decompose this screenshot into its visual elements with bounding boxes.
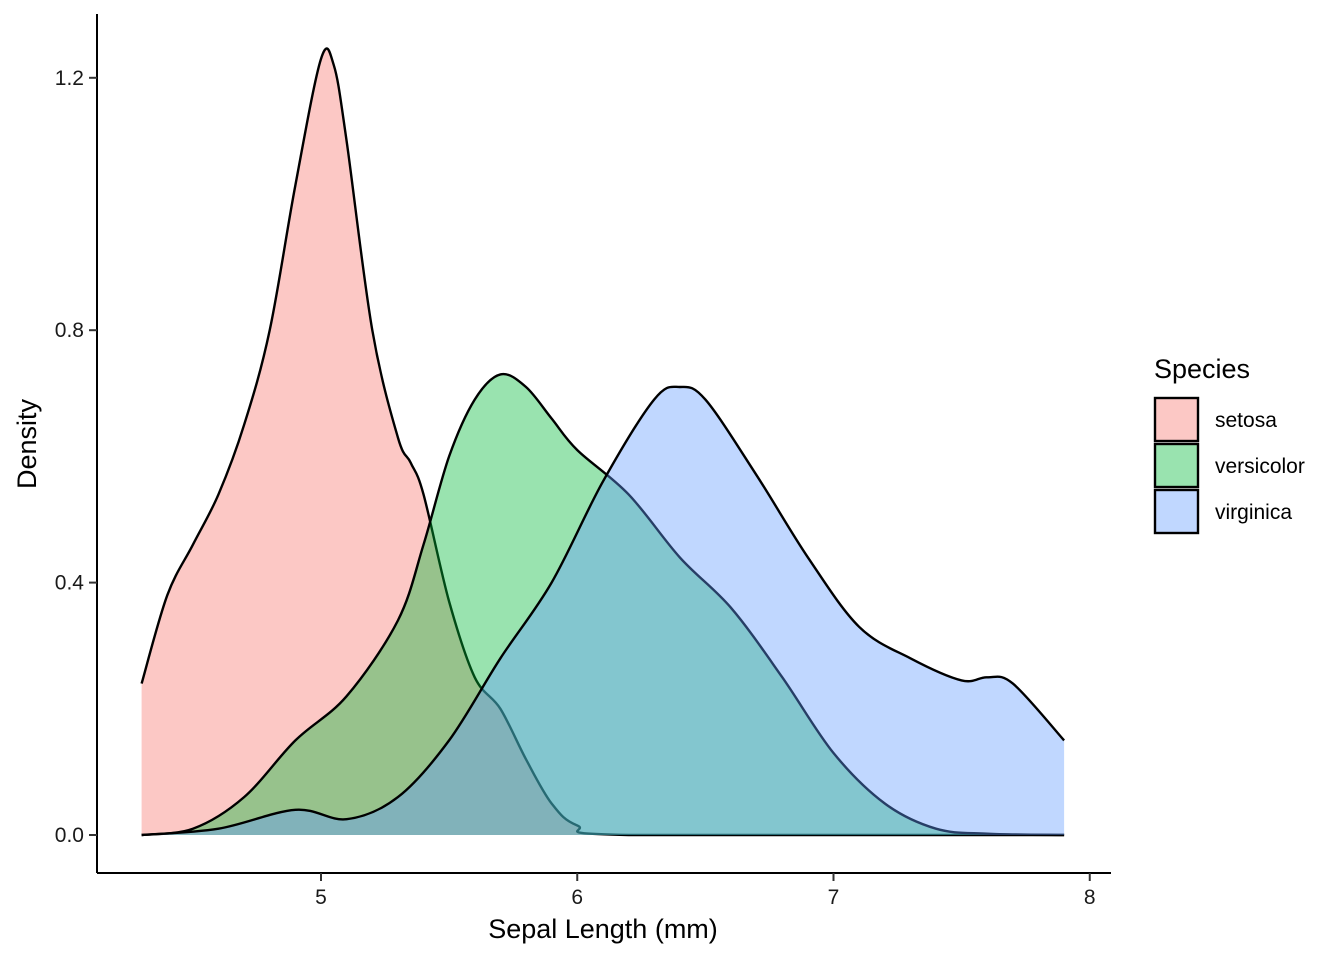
legend-title: Species	[1154, 354, 1250, 384]
y-tick-label: 0.8	[55, 319, 84, 342]
legend-key-base-setosa	[1155, 398, 1198, 441]
x-tick-label: 6	[571, 886, 583, 909]
y-axis-title: Density	[12, 398, 42, 489]
y-tick-label: 1.2	[55, 67, 84, 90]
x-ticks: 5 6 7 8	[315, 873, 1096, 909]
legend-label-versicolor: versicolor	[1215, 455, 1305, 478]
x-tick-label: 5	[315, 886, 327, 909]
density-line-virginica	[141, 385, 1065, 837]
x-tick-label: 7	[828, 886, 840, 909]
legend-label-virginica: virginica	[1215, 501, 1292, 524]
density-line-setosa	[140, 47, 1065, 837]
y-tick-label: 0.0	[55, 824, 84, 847]
density-area-versicolor	[141, 374, 1065, 835]
legend-key-base-versicolor	[1155, 444, 1198, 487]
legend-key-virginica	[1153, 488, 1200, 535]
density-areas	[140, 47, 1065, 837]
legend-key-versicolor	[1153, 442, 1200, 489]
legend-key-base-virginica	[1155, 490, 1198, 533]
y-ticks: 0.0 0.4 0.8 1.2	[55, 67, 97, 847]
y-tick-label: 0.4	[55, 572, 85, 595]
x-tick-label: 8	[1084, 886, 1096, 909]
axes	[96, 14, 1111, 874]
density-line-versicolor	[141, 372, 1065, 837]
density-area-setosa	[141, 48, 1065, 835]
density-area-virginica	[141, 386, 1065, 835]
legend-key-setosa	[1153, 396, 1200, 443]
legend-label-setosa: setosa	[1215, 409, 1277, 432]
x-axis-title: Sepal Length (mm)	[488, 914, 718, 944]
legend: Species setosa versicolor virginica	[1153, 354, 1305, 535]
